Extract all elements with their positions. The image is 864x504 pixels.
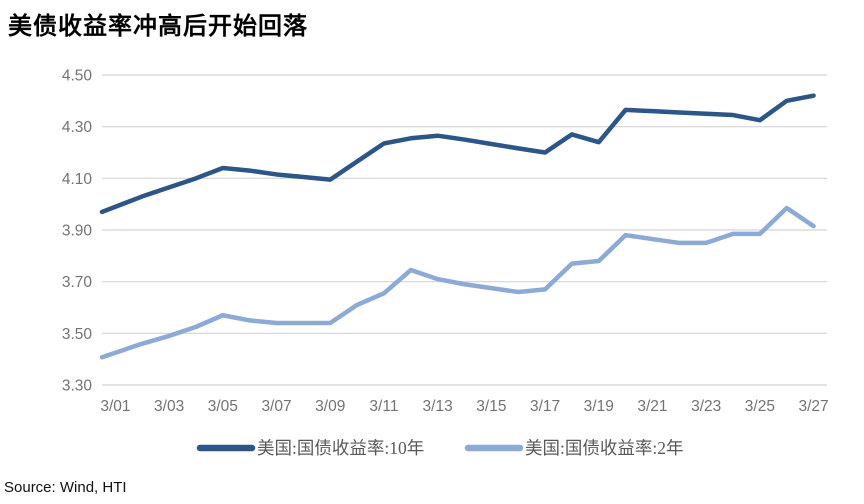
x-tick-label: 3/13 (423, 398, 453, 415)
x-tick-label: 3/19 (584, 398, 614, 415)
y-tick-label: 4.10 (62, 171, 93, 188)
series-lines (99, 93, 816, 360)
y-tick-label: 4.30 (62, 119, 93, 136)
y-tick-label: 3.90 (62, 223, 93, 240)
x-tick-label: 3/15 (476, 398, 506, 415)
x-tick-label: 3/01 (100, 398, 130, 415)
x-tick-label: 3/11 (369, 398, 398, 415)
legend-label-10y: 美国:国债收益率:10年 (257, 438, 424, 458)
legend: 美国:国债收益率:10年 美国:国债收益率:2年 (196, 438, 683, 458)
y-tick-label: 4.50 (62, 68, 93, 85)
x-tick-label: 3/27 (798, 398, 828, 415)
y-tick-label: 3.50 (62, 326, 93, 343)
y-tick-label: 3.70 (62, 274, 93, 291)
x-tick-label: 3/03 (154, 398, 184, 415)
x-tick-label: 3/17 (530, 398, 560, 415)
source-note: Source: Wind, HTI (4, 479, 127, 496)
x-tick-label: 3/25 (745, 398, 775, 415)
series-line-10y (99, 93, 816, 215)
x-axis-labels: 3/01 3/03 3/05 3/07 3/09 3/11 3/13 3/15 3/17 3/19… (100, 398, 828, 415)
x-tick-label: 3/21 (637, 398, 667, 415)
chart-title: 美债收益率冲高后开始回落 (8, 14, 308, 40)
x-tick-label: 3/23 (691, 398, 721, 415)
x-tick-label: 3/07 (261, 398, 291, 415)
x-tick-label: 3/09 (315, 398, 345, 415)
legend-label-2y: 美国:国债收益率:2年 (525, 438, 683, 458)
series-line-2y (99, 205, 816, 360)
gridlines (102, 74, 827, 386)
x-tick-label: 3/05 (208, 398, 238, 415)
y-tick-label: 3.30 (62, 378, 93, 395)
y-axis-labels: 3.30 3.50 3.70 3.90 4.10 4.30 4.50 (62, 68, 93, 395)
